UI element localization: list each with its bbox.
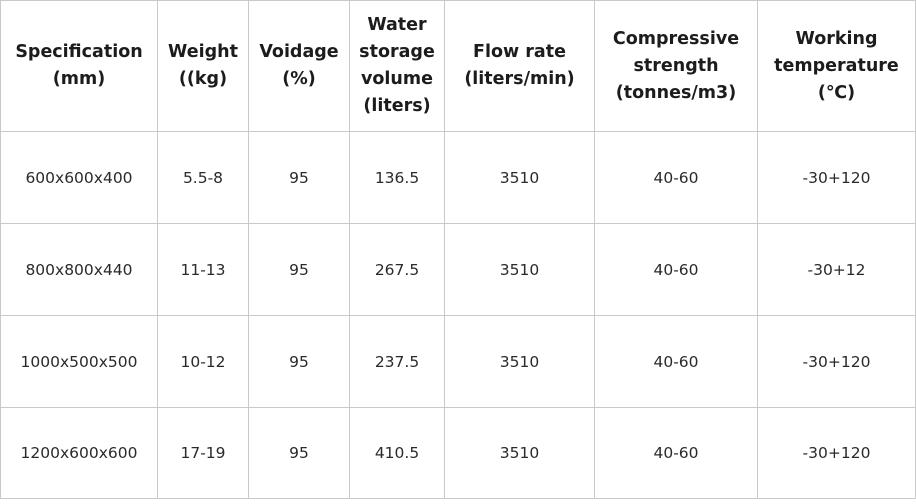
cell-weight: 10-12 [157,315,249,408]
header-specification-line-1: Specification [15,42,143,62]
cell-flow-rate: 3510 [444,407,595,499]
header-weight-line-1: Weight [168,42,238,62]
cell-specification: 600x600x400 [0,131,158,224]
header-flow-rate: Flow rate (liters/min) [444,0,595,132]
header-water-line-2: storage [359,42,435,62]
header-compressive-line-1: Compressive [612,28,740,49]
header-water-storage-volume: Water storage volume (liters) [349,0,445,132]
cell-working-temperature: -30+12 [757,223,916,316]
cell-specification: 800x800x440 [0,223,158,316]
cell-water-storage-volume: 136.5 [349,131,445,224]
cell-compressive-strength: 40-60 [594,131,758,224]
cell-flow-rate: 3510 [444,315,595,408]
table-body: 600x600x400 5.5-8 95 136.5 3510 40-60 -3… [0,131,916,499]
header-temperature-line-3: (℃) [817,82,856,103]
header-temperature-line-1: Working [795,28,878,49]
cell-specification: 1200x600x600 [0,407,158,499]
header-temperature-line-2: temperature [774,55,899,76]
header-compressive-line-2: strength [633,55,719,76]
header-voidage: Voidage (%) [248,0,350,132]
cell-compressive-strength: 40-60 [594,315,758,408]
cell-water-storage-volume: 267.5 [349,223,445,316]
cell-specification: 1000x500x500 [0,315,158,408]
cell-weight: 17-19 [157,407,249,499]
cell-voidage: 95 [248,223,350,316]
cell-weight: 11-13 [157,223,249,316]
cell-voidage: 95 [248,315,350,408]
cell-compressive-strength: 40-60 [594,407,758,499]
cell-compressive-strength: 40-60 [594,223,758,316]
header-specification-line-2: (mm) [52,69,106,89]
cell-weight: 5.5-8 [157,131,249,224]
cell-working-temperature: -30+120 [757,407,916,499]
table-row: 600x600x400 5.5-8 95 136.5 3510 40-60 -3… [0,131,916,224]
cell-voidage: 95 [248,131,350,224]
table-row: 1200x600x600 17-19 95 410.5 3510 40-60 -… [0,407,916,499]
header-flow-rate-line-2: (liters/min) [464,69,575,89]
cell-water-storage-volume: 237.5 [349,315,445,408]
header-voidage-line-2: (%) [282,69,316,89]
table-header: Specification (mm) Weight ((kg) Voidage … [0,0,916,132]
cell-working-temperature: -30+120 [757,131,916,224]
cell-flow-rate: 3510 [444,131,595,224]
cell-working-temperature: -30+120 [757,315,916,408]
table-row: 800x800x440 11-13 95 267.5 3510 40-60 -3… [0,223,916,316]
cell-water-storage-volume: 410.5 [349,407,445,499]
cell-flow-rate: 3510 [444,223,595,316]
header-water-line-1: Water [367,15,427,35]
header-row: Specification (mm) Weight ((kg) Voidage … [0,0,916,132]
header-flow-rate-line-1: Flow rate [473,42,566,62]
header-water-line-3: volume [361,69,433,89]
table-row: 1000x500x500 10-12 95 237.5 3510 40-60 -… [0,315,916,408]
header-voidage-line-1: Voidage [259,42,339,62]
header-weight-line-2: ((kg) [178,69,228,89]
header-specification: Specification (mm) [0,0,158,132]
header-compressive-strength: Compressive strength (tonnes/m3) [594,0,758,132]
cell-voidage: 95 [248,407,350,499]
header-working-temperature: Working temperature (℃) [757,0,916,132]
header-compressive-line-3: (tonnes/m3) [615,82,737,103]
header-weight: Weight ((kg) [157,0,249,132]
header-water-line-4: (liters) [363,96,431,116]
